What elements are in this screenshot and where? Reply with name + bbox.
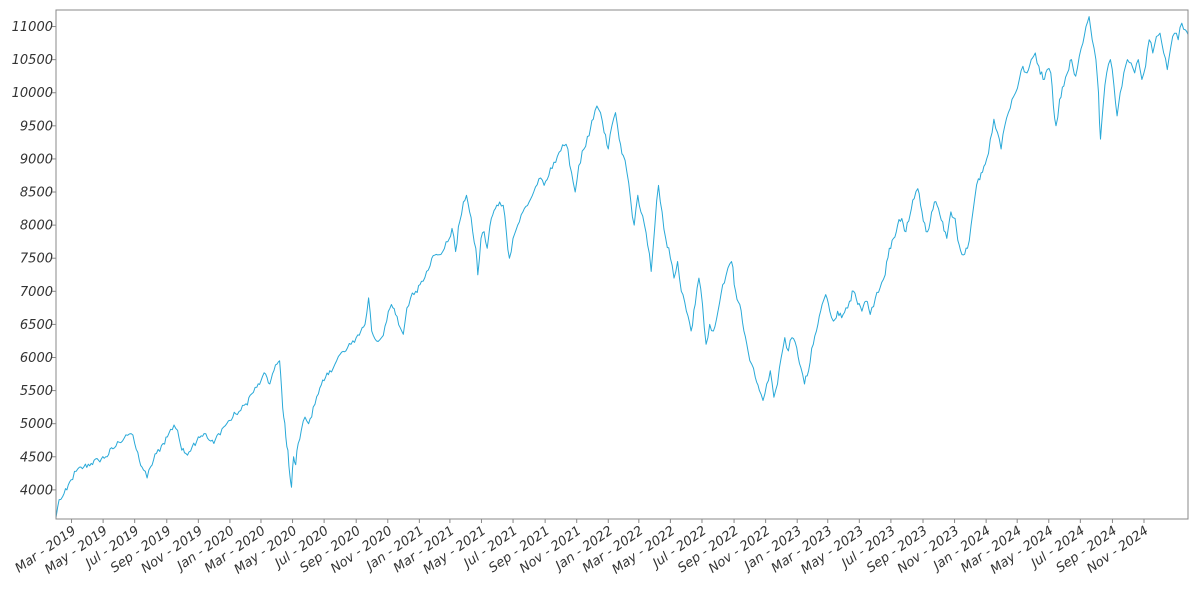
series-line xyxy=(55,16,1189,518)
y-tick-label: 4500 xyxy=(20,450,53,465)
y-tick-label: 6500 xyxy=(20,318,53,333)
y-tick-label: 8500 xyxy=(20,186,53,201)
y-tick-label: 7000 xyxy=(20,285,53,300)
series-layer xyxy=(55,16,1189,518)
y-tick-label: 6000 xyxy=(20,351,53,366)
y-tick-label: 7500 xyxy=(20,252,53,267)
y-tick-label: 9500 xyxy=(20,119,53,134)
y-tick-label: 4000 xyxy=(20,483,53,498)
y-tick-label: 8000 xyxy=(20,219,53,234)
y-tick-label: 5500 xyxy=(20,384,53,399)
y-axis: 4000 4500 5000 5500 6000 6500 7000 7500 8000 8500… xyxy=(12,20,56,498)
plot-area-frame xyxy=(55,9,1189,520)
y-tick-label: 11000 xyxy=(12,20,53,35)
y-tick-label: 10500 xyxy=(12,53,53,68)
y-tick-label: 5000 xyxy=(20,417,53,432)
y-tick-label: 10000 xyxy=(12,86,53,101)
y-tick-label: 9000 xyxy=(20,152,53,167)
